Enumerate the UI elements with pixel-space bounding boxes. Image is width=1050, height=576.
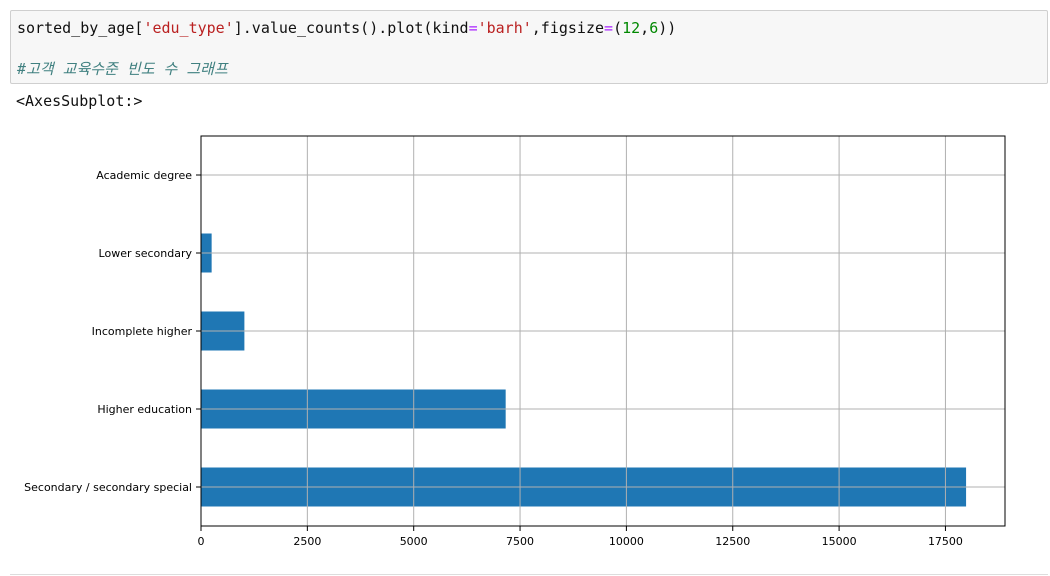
code-cell[interactable]: sorted_by_age['edu_type'].value_counts()… bbox=[10, 10, 1048, 84]
code-comment: #고객 교육수준 빈도 수 그래프 bbox=[17, 60, 228, 78]
x-tick-label: 10000 bbox=[609, 535, 644, 548]
y-tick-label: Secondary / secondary special bbox=[24, 481, 192, 494]
x-tick-label: 12500 bbox=[715, 535, 750, 548]
code-token: , bbox=[640, 19, 650, 37]
code-token: ,figsize bbox=[531, 19, 605, 37]
x-tick-label: 2500 bbox=[293, 535, 321, 548]
code-token: sorted_by_age[ bbox=[17, 19, 144, 37]
code-token: ( bbox=[613, 19, 623, 37]
code-number: 6 bbox=[649, 19, 659, 37]
code-line: sorted_by_age['edu_type'].value_counts()… bbox=[17, 19, 676, 37]
x-tick-label: 15000 bbox=[822, 535, 857, 548]
y-tick-label: Lower secondary bbox=[99, 247, 193, 260]
y-tick-label: Academic degree bbox=[96, 169, 192, 182]
code-string: 'barh' bbox=[477, 19, 532, 37]
output-text: <AxesSubplot:> bbox=[16, 92, 143, 110]
x-tick-label: 5000 bbox=[400, 535, 428, 548]
x-tick-label: 7500 bbox=[506, 535, 534, 548]
x-tick-label: 17500 bbox=[928, 535, 963, 548]
y-tick-label: Higher education bbox=[97, 403, 192, 416]
code-number: 12 bbox=[622, 19, 641, 37]
x-tick-label: 0 bbox=[198, 535, 205, 548]
code-token: )) bbox=[658, 19, 677, 37]
cell-divider bbox=[10, 574, 1048, 575]
code-operator: = bbox=[468, 19, 478, 37]
code-operator: = bbox=[604, 19, 614, 37]
y-tick-label: Incomplete higher bbox=[92, 325, 193, 338]
code-string: 'edu_type' bbox=[143, 19, 234, 37]
code-token: ].value_counts().plot(kind bbox=[233, 19, 469, 37]
